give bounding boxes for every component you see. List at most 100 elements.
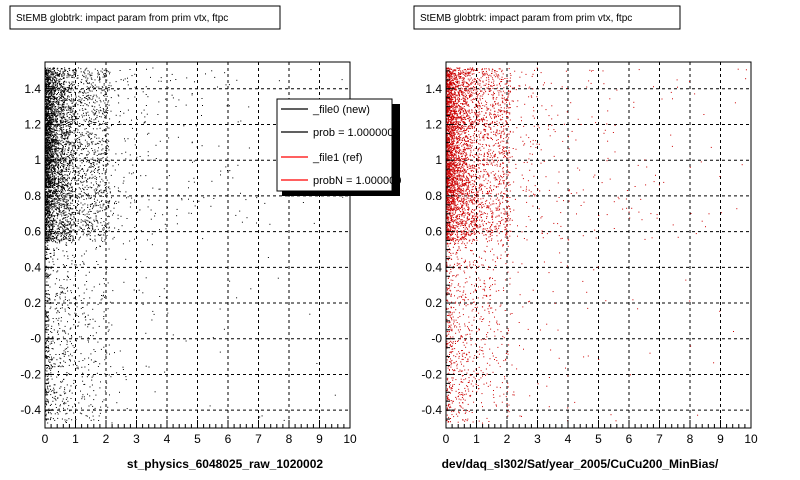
scatter-point [45, 293, 47, 294]
scatter-point [52, 220, 54, 222]
scatter-point [45, 185, 47, 187]
scatter-point [88, 94, 90, 96]
scatter-point [69, 207, 71, 209]
scatter-point [63, 138, 65, 139]
scatter-point [62, 336, 64, 338]
scatter-point [60, 236, 62, 237]
scatter-point [47, 111, 49, 113]
scatter-point [132, 127, 133, 129]
scatter-point [87, 77, 89, 79]
scatter-point [83, 396, 85, 398]
scatter-point [108, 186, 110, 188]
scatter-point [63, 217, 64, 219]
scatter-point [114, 227, 116, 229]
scatter-point [71, 190, 73, 192]
scatter-point [102, 203, 104, 205]
scatter-point [53, 101, 55, 103]
scatter-point [114, 202, 115, 204]
scatter-point [47, 177, 49, 178]
scatter-point [136, 119, 138, 120]
scatter-point [47, 209, 49, 211]
scatter-point [64, 196, 66, 198]
scatter-point [54, 171, 56, 173]
scatter-point [70, 186, 72, 188]
scatter-point [71, 159, 73, 161]
scatter-point [108, 222, 110, 224]
scatter-point [46, 197, 47, 199]
scatter-point [53, 113, 55, 115]
scatter-point [48, 178, 49, 180]
scatter-point [192, 161, 193, 163]
scatter-point [54, 86, 56, 88]
scatter-point [86, 81, 87, 83]
scatter-point [93, 166, 95, 168]
scatter-point [220, 174, 221, 176]
scatter-point [48, 147, 50, 149]
scatter-point [84, 284, 86, 286]
scatter-point [60, 68, 62, 70]
scatter-point [183, 125, 185, 127]
scatter-point [59, 80, 61, 82]
scatter-point [62, 292, 64, 294]
scatter-point [62, 181, 64, 183]
scatter-point [134, 86, 136, 88]
scatter-point [46, 223, 48, 225]
scatter-point [80, 145, 81, 147]
scatter-point [64, 195, 66, 197]
scatter-point [54, 146, 56, 148]
scatter-point [45, 251, 47, 253]
scatter-point [63, 410, 64, 411]
scatter-point [45, 116, 47, 118]
scatter-point [86, 157, 88, 159]
scatter-point [53, 225, 55, 227]
scatter-point [80, 182, 82, 184]
scatter-point [64, 226, 66, 228]
scatter-point [46, 300, 48, 302]
scatter-point [59, 93, 61, 95]
scatter-point [136, 133, 138, 135]
scatter-point [77, 368, 79, 370]
scatter-point [54, 106, 56, 108]
scatter-point [64, 419, 66, 421]
scatter-point [104, 172, 106, 174]
scatter-point [45, 139, 47, 141]
scatter-point [59, 328, 61, 329]
scatter-point [63, 162, 65, 164]
scatter-point [45, 324, 47, 326]
scatter-point [63, 192, 65, 194]
scatter-point [152, 310, 154, 312]
scatter-point [46, 350, 48, 352]
scatter-point [71, 115, 73, 117]
scatter-point [106, 149, 107, 151]
scatter-point [51, 72, 53, 74]
scatter-point [107, 330, 109, 332]
scatter-point [57, 73, 59, 75]
scatter-point [81, 396, 83, 398]
scatter-point [83, 312, 85, 314]
scatter-point [107, 223, 109, 225]
scatter-point [71, 102, 73, 104]
scatter-point [60, 133, 62, 135]
scatter-point [55, 77, 57, 79]
scatter-point [63, 73, 65, 75]
scatter-point [193, 200, 194, 202]
scatter-point [61, 149, 63, 151]
scatter-point [46, 138, 48, 140]
scatter-point [106, 202, 108, 204]
scatter-point [86, 104, 88, 106]
scatter-point [59, 240, 61, 241]
scatter-point [57, 140, 59, 142]
scatter-point [64, 159, 66, 161]
scatter-point [52, 72, 54, 74]
scatter-point [105, 116, 106, 118]
scatter-point [53, 176, 55, 178]
scatter-point [55, 190, 57, 192]
scatter-point [92, 318, 94, 320]
scatter-point [62, 110, 64, 112]
scatter-point [53, 171, 54, 172]
scatter-point [114, 203, 115, 205]
scatter-point [45, 313, 47, 315]
scatter-point [49, 83, 51, 84]
scatter-point [125, 379, 127, 381]
scatter-point [47, 387, 48, 389]
